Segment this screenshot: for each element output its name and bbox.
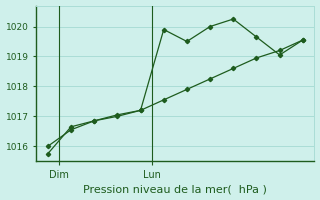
X-axis label: Pression niveau de la mer(  hPa ): Pression niveau de la mer( hPa ) bbox=[84, 184, 267, 194]
